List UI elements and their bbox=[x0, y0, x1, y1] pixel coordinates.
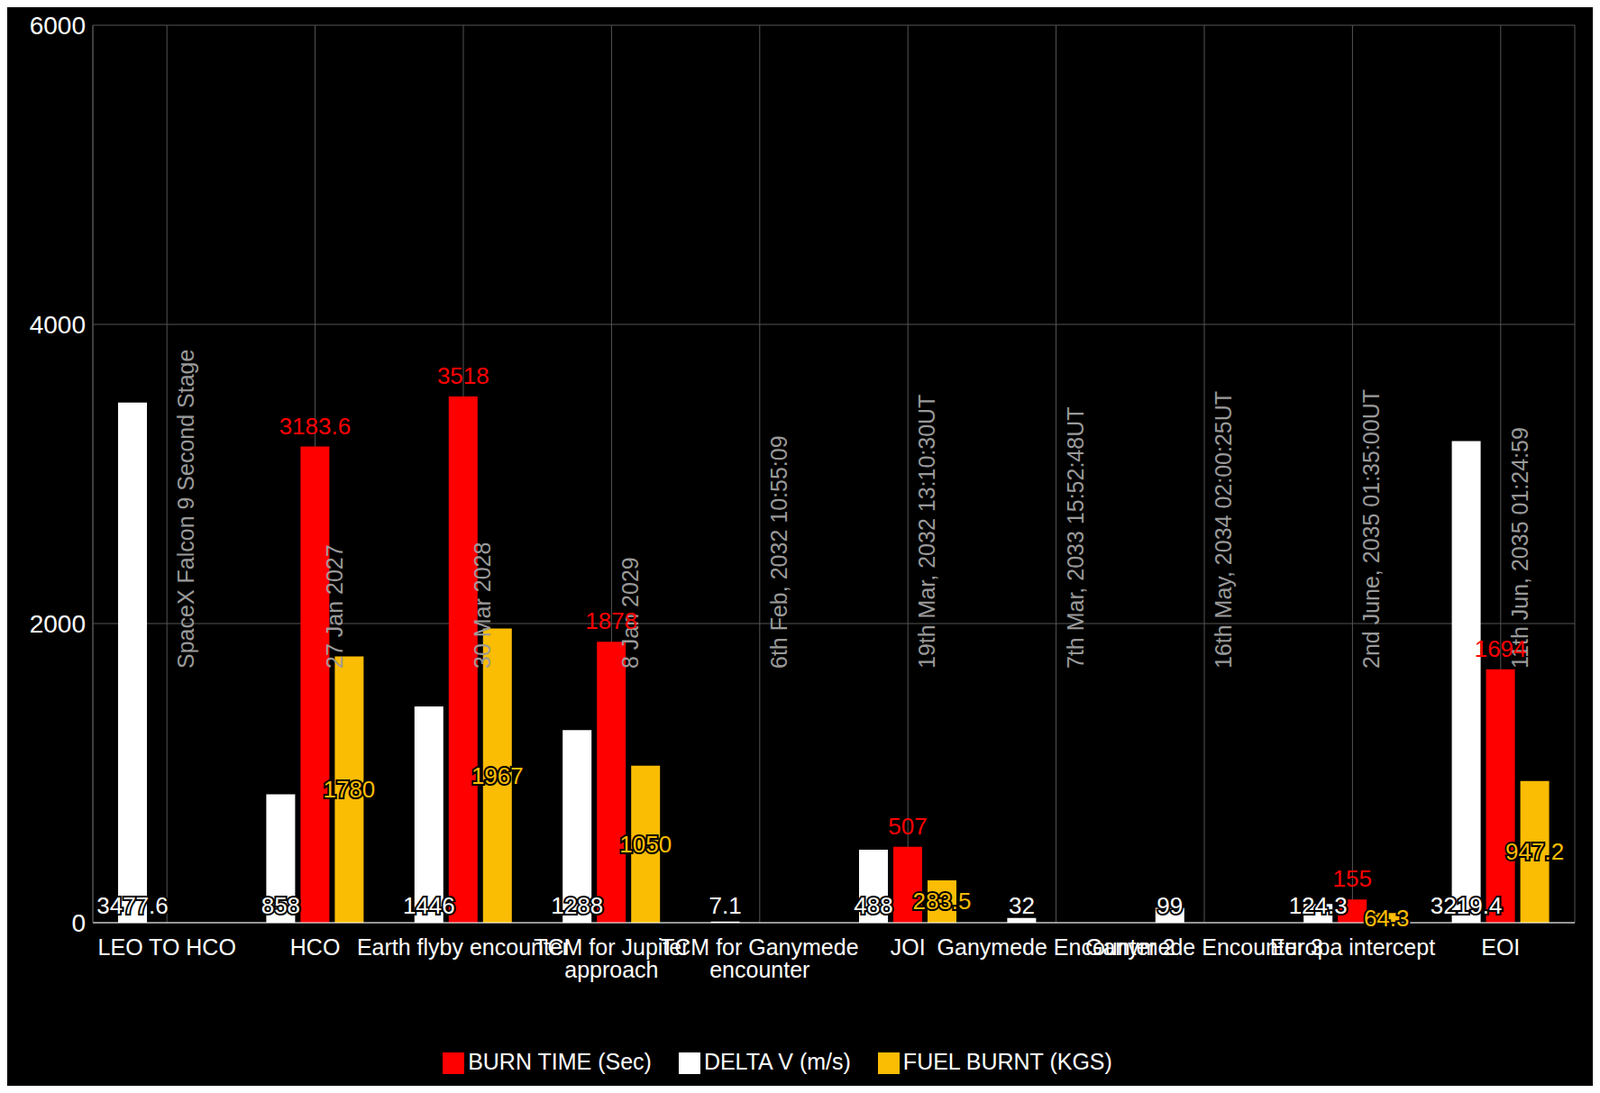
svg-text:27 Jan 2027: 27 Jan 2027 bbox=[321, 544, 348, 669]
html-text:FUEL BURNT (KGS): FUEL BURNT (KGS) bbox=[903, 1049, 1113, 1075]
svg-text:1288: 1288 bbox=[550, 892, 604, 920]
svg-text:6000: 6000 bbox=[29, 11, 86, 40]
svg-text:283.5: 283.5 bbox=[912, 887, 971, 915]
svg-text:3219.4: 3219.4 bbox=[1430, 892, 1503, 920]
svg-text:HCO: HCO bbox=[290, 934, 341, 960]
html-text:approach: approach bbox=[564, 957, 659, 983]
svg-text:858: 858 bbox=[261, 892, 301, 920]
svg-text:99: 99 bbox=[1156, 892, 1183, 920]
svg-text:7.1: 7.1 bbox=[709, 892, 742, 920]
svg-text:11th Jun, 2035 01:24:59: 11th Jun, 2035 01:24:59 bbox=[1507, 427, 1533, 669]
svg-text:3477.6: 3477.6 bbox=[96, 892, 169, 920]
svg-text:2nd June, 2035 01:35:00UT: 2nd June, 2035 01:35:00UT bbox=[1358, 389, 1384, 669]
svg-text:1050: 1050 bbox=[619, 831, 672, 859]
svg-text:1694: 1694 bbox=[1474, 635, 1527, 663]
svg-text:Europa intercept: Europa intercept bbox=[1270, 934, 1436, 960]
html-text:DELTA V (m/s): DELTA V (m/s) bbox=[703, 1049, 851, 1075]
svg-text:947.2: 947.2 bbox=[1505, 838, 1564, 866]
svg-text:8 Jan 2029: 8 Jan 2029 bbox=[617, 557, 644, 669]
svg-text:1967: 1967 bbox=[471, 762, 524, 790]
svg-text:3518: 3518 bbox=[437, 362, 490, 390]
svg-text:488: 488 bbox=[853, 892, 893, 920]
html-text:TCM for Jupiter: TCM for Jupiter bbox=[533, 934, 690, 960]
svg-text:TCM for Ganymedeencounter: TCM for Ganymedeencounter bbox=[660, 934, 860, 983]
svg-text:124.3: 124.3 bbox=[1289, 892, 1348, 920]
svg-text:30 Mar 2028: 30 Mar 2028 bbox=[469, 542, 495, 669]
svg-text:1780: 1780 bbox=[322, 776, 375, 804]
svg-text:Earth flyby encounter: Earth flyby encounter bbox=[356, 934, 570, 960]
svg-text:32: 32 bbox=[1008, 892, 1035, 920]
html-text:BURN TIME (Sec): BURN TIME (Sec) bbox=[467, 1049, 652, 1075]
svg-text:507: 507 bbox=[887, 813, 927, 841]
svg-text:4000: 4000 bbox=[29, 310, 86, 339]
svg-text:Ganymede Encounter 3: Ganymede Encounter 3 bbox=[1085, 934, 1324, 960]
svg-text:155: 155 bbox=[1333, 865, 1372, 893]
svg-text:64.3: 64.3 bbox=[1363, 905, 1410, 933]
svg-text:0: 0 bbox=[71, 909, 86, 938]
svg-text:1878: 1878 bbox=[585, 607, 638, 635]
svg-text:3183.6: 3183.6 bbox=[279, 412, 352, 440]
svg-text:LEO TO HCO: LEO TO HCO bbox=[98, 934, 237, 960]
svg-text:JOI: JOI bbox=[890, 934, 926, 960]
svg-text:Ganymede Encounter 2: Ganymede Encounter 2 bbox=[937, 934, 1176, 960]
svg-text:1446: 1446 bbox=[402, 892, 456, 920]
svg-text:6th Feb, 2032 10:55:09: 6th Feb, 2032 10:55:09 bbox=[766, 435, 792, 669]
svg-text:EOI: EOI bbox=[1481, 934, 1520, 960]
svg-text:19th Mar, 2032 13:10:30UT: 19th Mar, 2032 13:10:30UT bbox=[914, 394, 940, 669]
svg-text:2000: 2000 bbox=[29, 610, 86, 639]
svg-text:7th Mar, 2033 15:52:48UT: 7th Mar, 2033 15:52:48UT bbox=[1062, 407, 1088, 669]
svg-text:SpaceX Falcon 9 Second Stage: SpaceX Falcon 9 Second Stage bbox=[173, 349, 199, 669]
svg-text:16th May, 2034 02:00:25UT: 16th May, 2034 02:00:25UT bbox=[1210, 391, 1236, 669]
